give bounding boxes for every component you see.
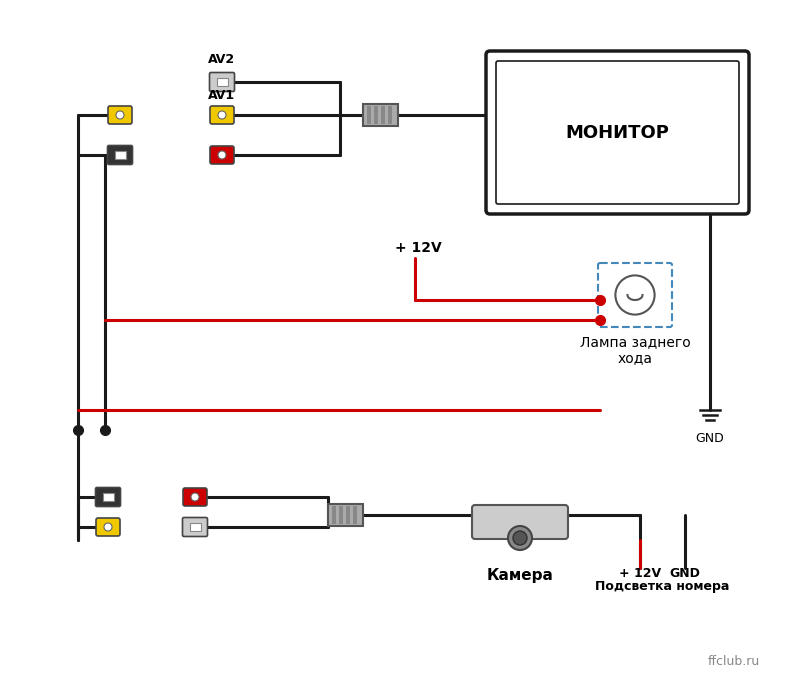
FancyBboxPatch shape <box>95 488 121 507</box>
Text: ffclub.ru: ffclub.ru <box>708 655 760 668</box>
Bar <box>190 523 201 531</box>
Bar <box>217 78 227 86</box>
FancyBboxPatch shape <box>598 263 672 327</box>
Text: GND: GND <box>696 432 724 445</box>
FancyBboxPatch shape <box>210 106 234 124</box>
Bar <box>346 506 350 524</box>
Text: Лампа заднего
хода: Лампа заднего хода <box>580 335 690 365</box>
Text: Камера: Камера <box>486 568 554 583</box>
FancyBboxPatch shape <box>182 518 207 537</box>
Bar <box>366 106 370 124</box>
Bar <box>381 106 385 124</box>
FancyBboxPatch shape <box>210 146 234 164</box>
Bar <box>327 504 362 526</box>
Text: + 12V: + 12V <box>619 567 661 580</box>
Circle shape <box>615 276 654 314</box>
Circle shape <box>218 111 226 119</box>
FancyBboxPatch shape <box>496 61 739 204</box>
Text: AV1: AV1 <box>209 89 235 102</box>
Circle shape <box>513 531 527 545</box>
FancyBboxPatch shape <box>486 51 749 214</box>
FancyBboxPatch shape <box>183 488 207 506</box>
Circle shape <box>116 111 124 119</box>
FancyBboxPatch shape <box>107 145 133 164</box>
Bar <box>338 506 342 524</box>
FancyBboxPatch shape <box>472 505 568 539</box>
Bar <box>114 151 126 159</box>
Bar <box>331 506 335 524</box>
Circle shape <box>191 493 199 501</box>
Bar <box>353 506 357 524</box>
Circle shape <box>218 151 226 159</box>
Text: AV2: AV2 <box>209 53 235 66</box>
Bar <box>362 104 398 126</box>
Bar <box>387 106 391 124</box>
Text: Подсветка номера: Подсветка номера <box>595 580 729 593</box>
Text: МОНИТОР: МОНИТОР <box>566 123 670 141</box>
FancyBboxPatch shape <box>108 106 132 124</box>
Circle shape <box>104 523 112 531</box>
Bar <box>102 493 114 501</box>
Bar <box>374 106 378 124</box>
FancyBboxPatch shape <box>96 518 120 536</box>
Circle shape <box>508 526 532 550</box>
Text: GND: GND <box>670 567 701 580</box>
FancyBboxPatch shape <box>210 72 234 91</box>
Text: + 12V: + 12V <box>395 241 442 255</box>
